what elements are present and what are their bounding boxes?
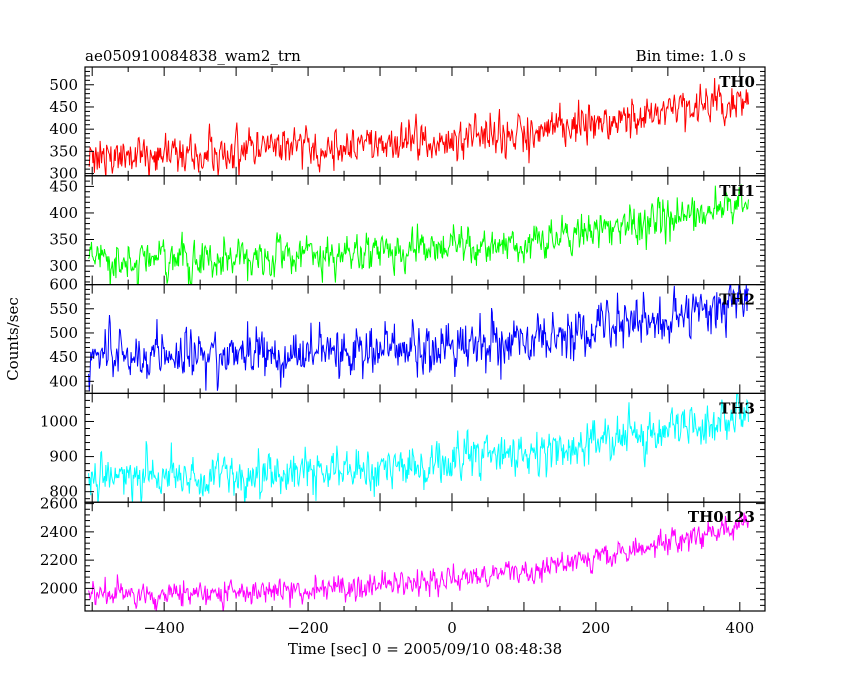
y-tick-label: 350 xyxy=(49,142,78,160)
y-tick-label: 600 xyxy=(49,276,78,294)
y-tick-label: 550 xyxy=(49,300,78,318)
x-tick-label: 200 xyxy=(582,619,611,637)
y-tick-label: 900 xyxy=(49,448,78,466)
panel-frame-th0 xyxy=(84,66,766,177)
y-tick-label: 2200 xyxy=(40,551,78,569)
y-tick-label: 500 xyxy=(49,76,78,94)
x-tick-label: −200 xyxy=(287,619,328,637)
panel-label-th0: TH0 xyxy=(719,73,755,91)
y-tick-label: 400 xyxy=(49,204,78,222)
panel-frame-th1 xyxy=(84,175,766,286)
series-line-th1 xyxy=(88,184,749,285)
x-tick-label: 0 xyxy=(447,619,457,637)
panels: 300 350 400 450 500 TH0 300 350 400 450 TH1 400 450 5… xyxy=(40,66,766,637)
x-tick-label: −400 xyxy=(144,619,185,637)
y-tick-label: 400 xyxy=(49,120,78,138)
panel-label-th1: TH1 xyxy=(719,182,755,200)
y-tick-label: 300 xyxy=(49,257,78,275)
y-tick-label: 2400 xyxy=(40,523,78,541)
panel-label-th0123: TH0123 xyxy=(688,508,755,526)
series-line-th2 xyxy=(88,284,749,392)
y-tick-label: 350 xyxy=(49,230,78,248)
panel-label-th3: TH3 xyxy=(719,399,755,417)
y-tick-label: 450 xyxy=(49,98,78,116)
y-tick-label: 300 xyxy=(49,165,78,183)
x-axis-label: Time [sec] 0 = 2005/09/10 08:48:38 xyxy=(288,640,562,658)
y-tick-label: 2000 xyxy=(40,579,78,597)
y-tick-label: 500 xyxy=(49,324,78,342)
y-tick-label: 400 xyxy=(49,372,78,390)
y-tick-label: 450 xyxy=(49,348,78,366)
y-tick-label: 2600 xyxy=(40,495,78,513)
bin-time-label: Bin time: 1.0 s xyxy=(636,47,746,65)
series-line-th0123 xyxy=(88,512,749,612)
x-tick-label: 400 xyxy=(725,619,754,637)
y-axis-label: Counts/sec xyxy=(4,297,22,381)
y-tick-label: 800 xyxy=(49,483,78,501)
panel-label-th2: TH2 xyxy=(719,291,755,309)
panel-frame-th3 xyxy=(84,392,766,503)
chart-title: ae050910084838_wam2_trn xyxy=(85,47,301,65)
series-line-th3 xyxy=(88,393,749,503)
panel-frame-th0123 xyxy=(84,501,766,612)
y-tick-label: 450 xyxy=(49,177,78,195)
series-line-th0 xyxy=(88,78,749,176)
y-tick-label: 1000 xyxy=(40,412,78,430)
